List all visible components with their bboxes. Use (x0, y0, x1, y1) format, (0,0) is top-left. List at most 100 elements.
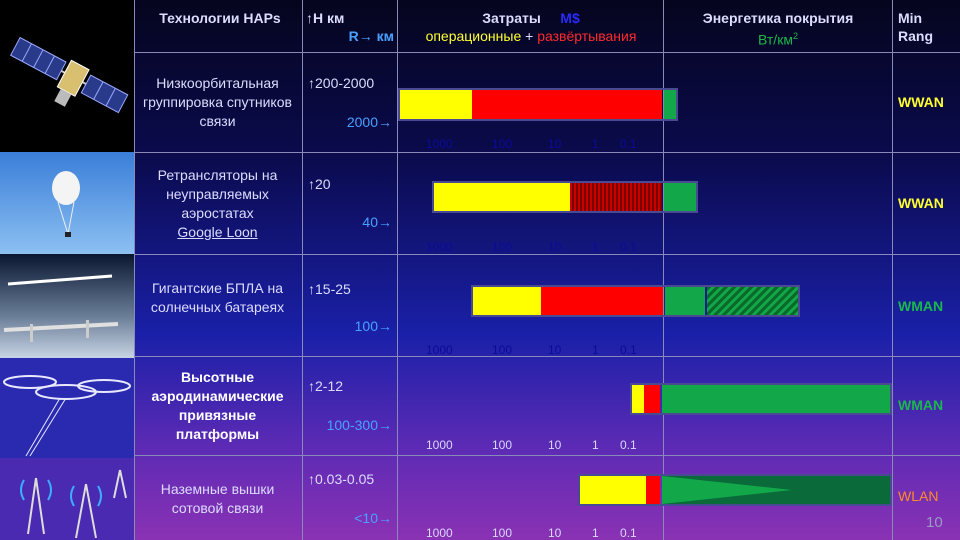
tick-label: 10 (548, 240, 561, 254)
col-divider (892, 0, 893, 540)
row-divider (134, 152, 960, 153)
tick-label: 1 (592, 343, 599, 357)
energy-segment (662, 476, 890, 504)
deployment-cost-segment (644, 385, 660, 413)
solar-uav-image (0, 254, 134, 358)
col-divider (302, 0, 303, 540)
header-cost-dep: развёртывания (537, 28, 636, 44)
tick-label: 100 (492, 343, 512, 357)
tech-cell: Гигантские БПЛА на солнечных батареях (137, 279, 298, 317)
cell-tower-image (0, 458, 134, 540)
row-divider (134, 455, 960, 456)
tick-label: 10 (548, 438, 561, 452)
tick-label: 1 (592, 240, 599, 254)
rang-label: WMAN (898, 298, 943, 314)
cost-energy-bar (630, 383, 892, 415)
header-rang-2: Rang (898, 27, 958, 45)
tick-label: 10 (548, 137, 561, 151)
header-cost-unit: M$ (560, 10, 579, 26)
operational-cost-segment (632, 385, 644, 413)
rang-label: WWAN (898, 94, 944, 110)
tick-label: 100 (492, 438, 512, 452)
satellite-image (0, 0, 134, 152)
cost-energy-bar (578, 474, 892, 506)
page-number: 10 (926, 514, 943, 531)
header-cost: Затраты M$ операционные + развёртывания (400, 9, 662, 61)
header-tech: Технологии HAPs (140, 9, 300, 61)
tick-label: 0.1 (620, 526, 637, 540)
header-alt-label: ↑Н км (306, 9, 394, 27)
tick-label: 100 (492, 526, 512, 540)
deployment-cost-segment (472, 90, 662, 119)
rang-value: WLAN (898, 488, 938, 504)
energy-segment (665, 287, 705, 315)
tech-cell: Низкоорбитальная группировка спутников с… (137, 74, 298, 131)
operational-cost-segment (473, 287, 541, 315)
tick-label: 1000 (426, 137, 453, 151)
altitude-value: ↑2-12 (308, 378, 343, 394)
col-divider (397, 0, 398, 540)
tethered-platform-image (0, 358, 134, 458)
range-value: 40→ (300, 214, 392, 230)
cost-energy-bar (471, 285, 800, 317)
cost-scale: 1000 100 10 1 0.1 (426, 137, 646, 151)
header-energy-sup: 2 (793, 31, 798, 41)
rang-value: WWAN (898, 195, 944, 211)
row-divider (134, 254, 960, 255)
header-energy-title: Энергетика покрытия (666, 9, 890, 27)
tech-cell: Ретрансляторы на неуправляемых аэростата… (137, 166, 298, 242)
header-energy: Энергетика покрытия Вт/км2 (666, 9, 890, 61)
tick-label: 0.1 (620, 343, 637, 357)
cost-scale: 1000 100 10 1 0.1 (426, 438, 646, 452)
header-range-label: R→ км (306, 27, 394, 45)
operational-cost-segment (400, 90, 472, 119)
header-rang: Min Rang (898, 9, 958, 61)
tick-label: 1 (592, 137, 599, 151)
operational-cost-segment (434, 183, 570, 211)
range-value: 100-300→ (300, 417, 392, 433)
tick-label: 1000 (426, 240, 453, 254)
deployment-cost-segment (646, 476, 660, 504)
tech-label: Ретрансляторы на неуправляемых аэростата… (137, 166, 298, 223)
tech-cell: Наземные вышки сотовой связи (137, 480, 298, 518)
rang-label: WLAN (898, 488, 938, 504)
header-energy-unit: Вт/км (758, 32, 793, 48)
tick-label: 0.1 (620, 137, 637, 151)
range-value: 100→ (300, 318, 392, 334)
header-rang-1: Min (898, 9, 958, 27)
header-cost-title: Затраты (482, 10, 541, 26)
energy-segment (664, 90, 676, 119)
header-cost-op: операционные (426, 28, 522, 44)
operational-cost-segment (580, 476, 646, 504)
balloon-image (0, 152, 134, 254)
header-alt: ↑Н км R→ км (306, 9, 394, 61)
header-cost-plus: + (525, 28, 533, 44)
tick-label: 1000 (426, 438, 453, 452)
rang-value: WWAN (898, 94, 944, 110)
altitude-value: ↑15-25 (308, 281, 351, 297)
altitude-value: ↑200-2000 (308, 75, 374, 91)
energy-extension-segment (707, 287, 798, 315)
tick-label: 100 (492, 137, 512, 151)
rang-label: WMAN (898, 397, 943, 413)
tick-label: 0.1 (620, 438, 637, 452)
altitude-value: ↑20 (308, 176, 331, 192)
col-divider (134, 0, 135, 540)
google-loon-link[interactable]: Google Loon (137, 223, 298, 242)
tick-label: 10 (548, 343, 561, 357)
cost-scale: 1000 100 10 1 0.1 (426, 526, 646, 540)
tick-label: 1000 (426, 343, 453, 357)
rang-value: WMAN (898, 298, 943, 314)
energy-wedge (662, 476, 890, 504)
rang-value: WMAN (898, 397, 943, 413)
range-value: 2000→ (300, 114, 392, 130)
cost-scale: 1000 100 10 1 0.1 (426, 240, 646, 254)
tick-label: 1 (592, 438, 599, 452)
tick-label: 100 (492, 240, 512, 254)
tick-label: 10 (548, 526, 561, 540)
deployment-cost-segment (541, 287, 663, 315)
photo-column (0, 0, 134, 540)
altitude-value: ↑0.03-0.05 (308, 471, 374, 487)
range-value: <10→ (300, 510, 392, 526)
cost-energy-bar (432, 181, 698, 213)
